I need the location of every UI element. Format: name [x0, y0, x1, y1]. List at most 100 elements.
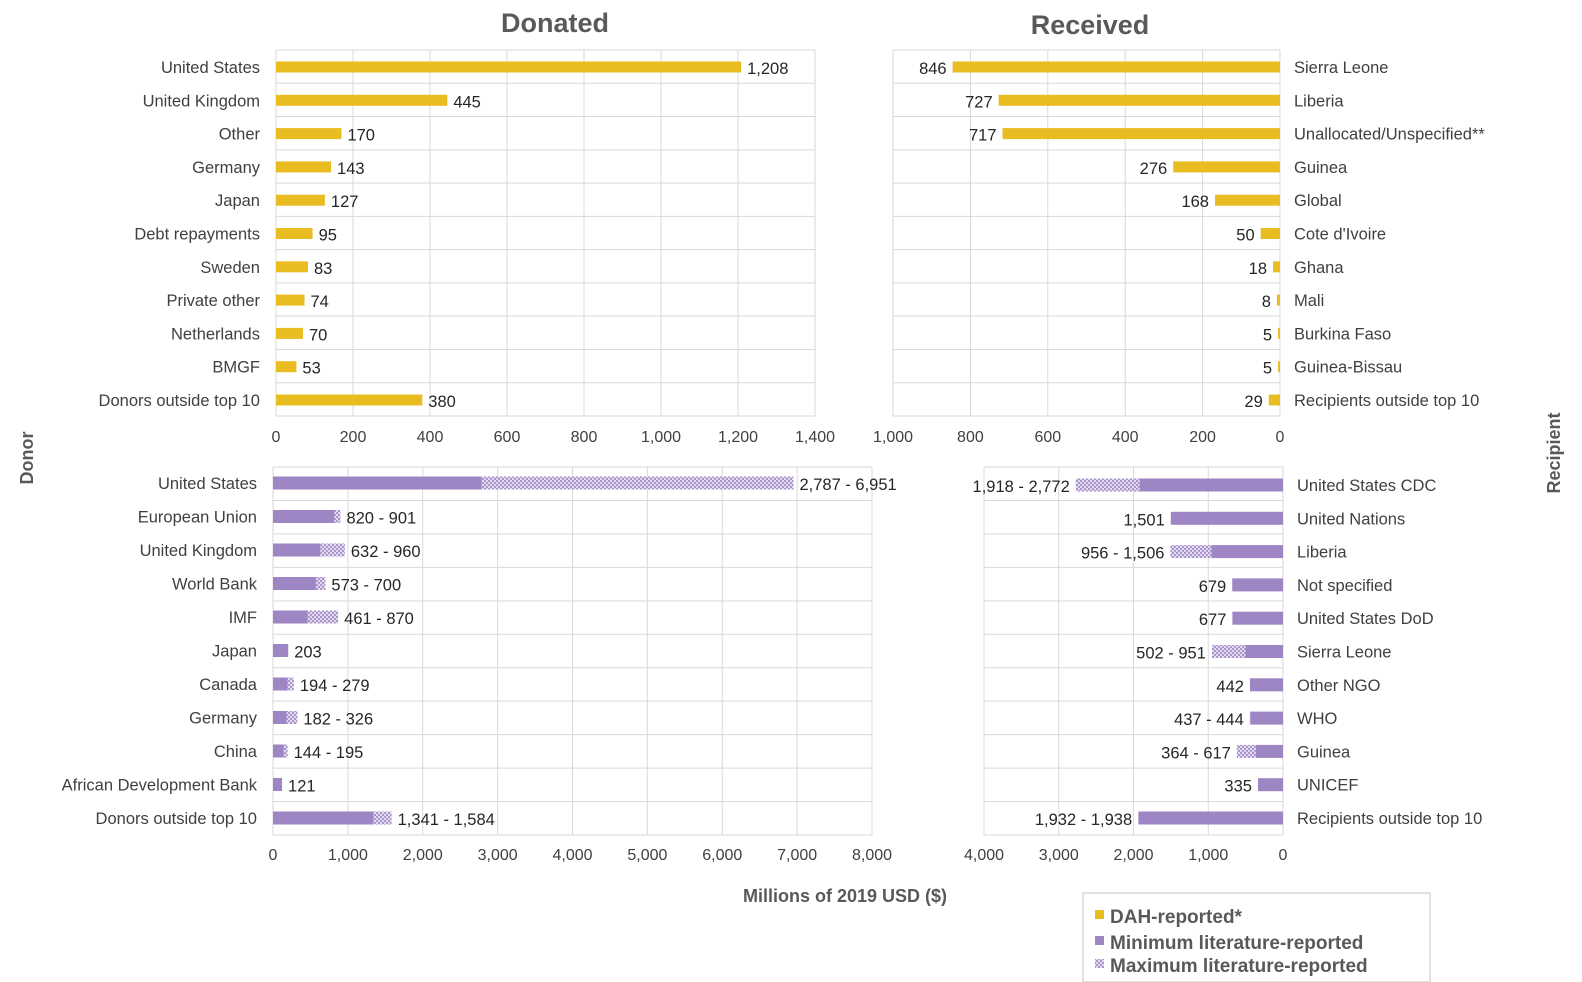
data-label: 144 - 195	[294, 744, 364, 762]
legend-swatch-max	[1095, 959, 1104, 968]
data-label: 1,918 - 2,772	[973, 478, 1070, 496]
category-label: Other	[219, 126, 261, 144]
category-label: Cote d'Ivoire	[1294, 226, 1386, 244]
category-label: Donors outside top 10	[99, 392, 260, 410]
data-label: 83	[314, 260, 332, 278]
bar-max-segment	[315, 577, 326, 590]
data-label: 1,208	[747, 60, 788, 78]
category-label: Not specified	[1297, 577, 1392, 595]
x-axis-label: Millions of 2019 USD ($)	[743, 886, 947, 906]
x-tick-label: 1,000	[641, 429, 681, 446]
bar-min-segment	[273, 744, 284, 758]
x-tick-label: 400	[1112, 429, 1139, 446]
bar	[276, 161, 332, 173]
bar	[276, 94, 448, 106]
data-label: 2,787 - 6,951	[799, 476, 896, 494]
category-label: IMF	[229, 609, 257, 627]
data-label: 276	[1140, 160, 1168, 178]
legend-swatch-min	[1095, 936, 1104, 945]
category-label: Sweden	[200, 259, 260, 277]
bar	[1273, 261, 1280, 273]
panel-title-received: Received	[1031, 10, 1150, 40]
bar	[276, 194, 325, 206]
x-tick-label: 2,000	[403, 847, 443, 864]
bar-min-segment	[273, 476, 482, 490]
x-tick-label: 600	[1034, 429, 1061, 446]
x-tick-label: 400	[417, 429, 444, 446]
category-label: United States CDC	[1297, 477, 1436, 495]
data-label: 203	[294, 644, 322, 662]
x-tick-label: 600	[494, 429, 521, 446]
data-label: 820 - 901	[346, 510, 416, 528]
category-label: Burkina Faso	[1294, 325, 1391, 343]
x-tick-label: 3,000	[1039, 847, 1079, 864]
bar-min-segment	[1257, 778, 1283, 792]
data-label: 727	[965, 93, 993, 111]
category-label: World Bank	[172, 576, 258, 594]
data-label: 5	[1263, 360, 1272, 378]
panel-bottom-left: 0 1,000 2,000 3,000 4,000 5,000 6,000 7,000 8,00…	[62, 466, 897, 864]
category-label: Mali	[1294, 292, 1324, 310]
bar	[276, 394, 423, 406]
recipient-axis-label: Recipient	[1544, 412, 1564, 493]
x-tick-label: 800	[957, 429, 984, 446]
data-label: 1,932 - 1,938	[1035, 811, 1132, 829]
bar-min-segment	[1245, 645, 1283, 658]
x-tick-label: 4,000	[964, 847, 1004, 864]
category-label: Liberia	[1294, 92, 1344, 110]
bar-max-segment	[334, 510, 341, 523]
bar	[1276, 294, 1280, 306]
bar	[952, 61, 1280, 73]
data-label: 143	[337, 160, 365, 178]
x-tick-label: 0	[1276, 429, 1285, 446]
bar	[1278, 327, 1280, 339]
data-label: 95	[319, 227, 337, 245]
category-label: United States DoD	[1297, 610, 1434, 628]
panel-top-right: 1,000 800 600 400 200 0 846 Sierra Leone 727 Libe…	[873, 49, 1485, 446]
data-label: 679	[1199, 578, 1227, 596]
bar-min-segment	[273, 610, 308, 624]
bar-min-segment	[1232, 578, 1283, 592]
bar	[1002, 128, 1280, 140]
bar	[276, 228, 313, 239]
data-label: 335	[1224, 778, 1252, 796]
x-tick-label: 0	[1279, 847, 1288, 864]
data-label: 70	[309, 326, 327, 344]
bar	[998, 94, 1280, 106]
x-tick-label: 1,000	[873, 429, 913, 446]
data-label: 364 - 617	[1161, 744, 1231, 762]
category-label: Japan	[212, 643, 257, 661]
bar-min-segment	[273, 811, 374, 825]
category-label: Ghana	[1294, 259, 1344, 277]
bar-min-segment	[1250, 711, 1283, 725]
bar-max-segment	[307, 610, 339, 624]
data-label: 717	[969, 127, 997, 145]
data-label: 182 - 326	[303, 711, 373, 729]
bar-max-segment	[1075, 478, 1140, 492]
bar	[1173, 161, 1280, 173]
legend-label-dah: DAH-reported*	[1110, 907, 1243, 928]
bar-max-segment	[320, 543, 345, 557]
category-label: Private other	[166, 292, 260, 310]
data-label: 632 - 960	[351, 543, 421, 561]
category-label: Japan	[215, 192, 260, 210]
category-label: Donors outside top 10	[96, 810, 257, 828]
x-tick-label: 4,000	[552, 847, 592, 864]
x-tick-label: 1,000	[328, 847, 368, 864]
bar-min-segment	[273, 778, 283, 791]
data-label: 380	[428, 393, 456, 411]
bar-max-segment	[1170, 545, 1212, 559]
category-label: Sierra Leone	[1297, 644, 1391, 662]
legend-swatch-dah	[1095, 910, 1104, 919]
category-label: United States	[161, 59, 260, 77]
bar-max-segment	[373, 811, 392, 825]
bar-min-segment	[273, 677, 288, 691]
category-label: China	[214, 743, 258, 761]
category-label: Sierra Leone	[1294, 59, 1388, 77]
data-label: 502 - 951	[1136, 645, 1206, 663]
x-tick-label: 1,000	[1188, 847, 1228, 864]
legend-label-min: Minimum literature-reported	[1110, 933, 1363, 954]
category-label: United Kingdom	[143, 92, 260, 110]
category-label: Other NGO	[1297, 677, 1381, 695]
